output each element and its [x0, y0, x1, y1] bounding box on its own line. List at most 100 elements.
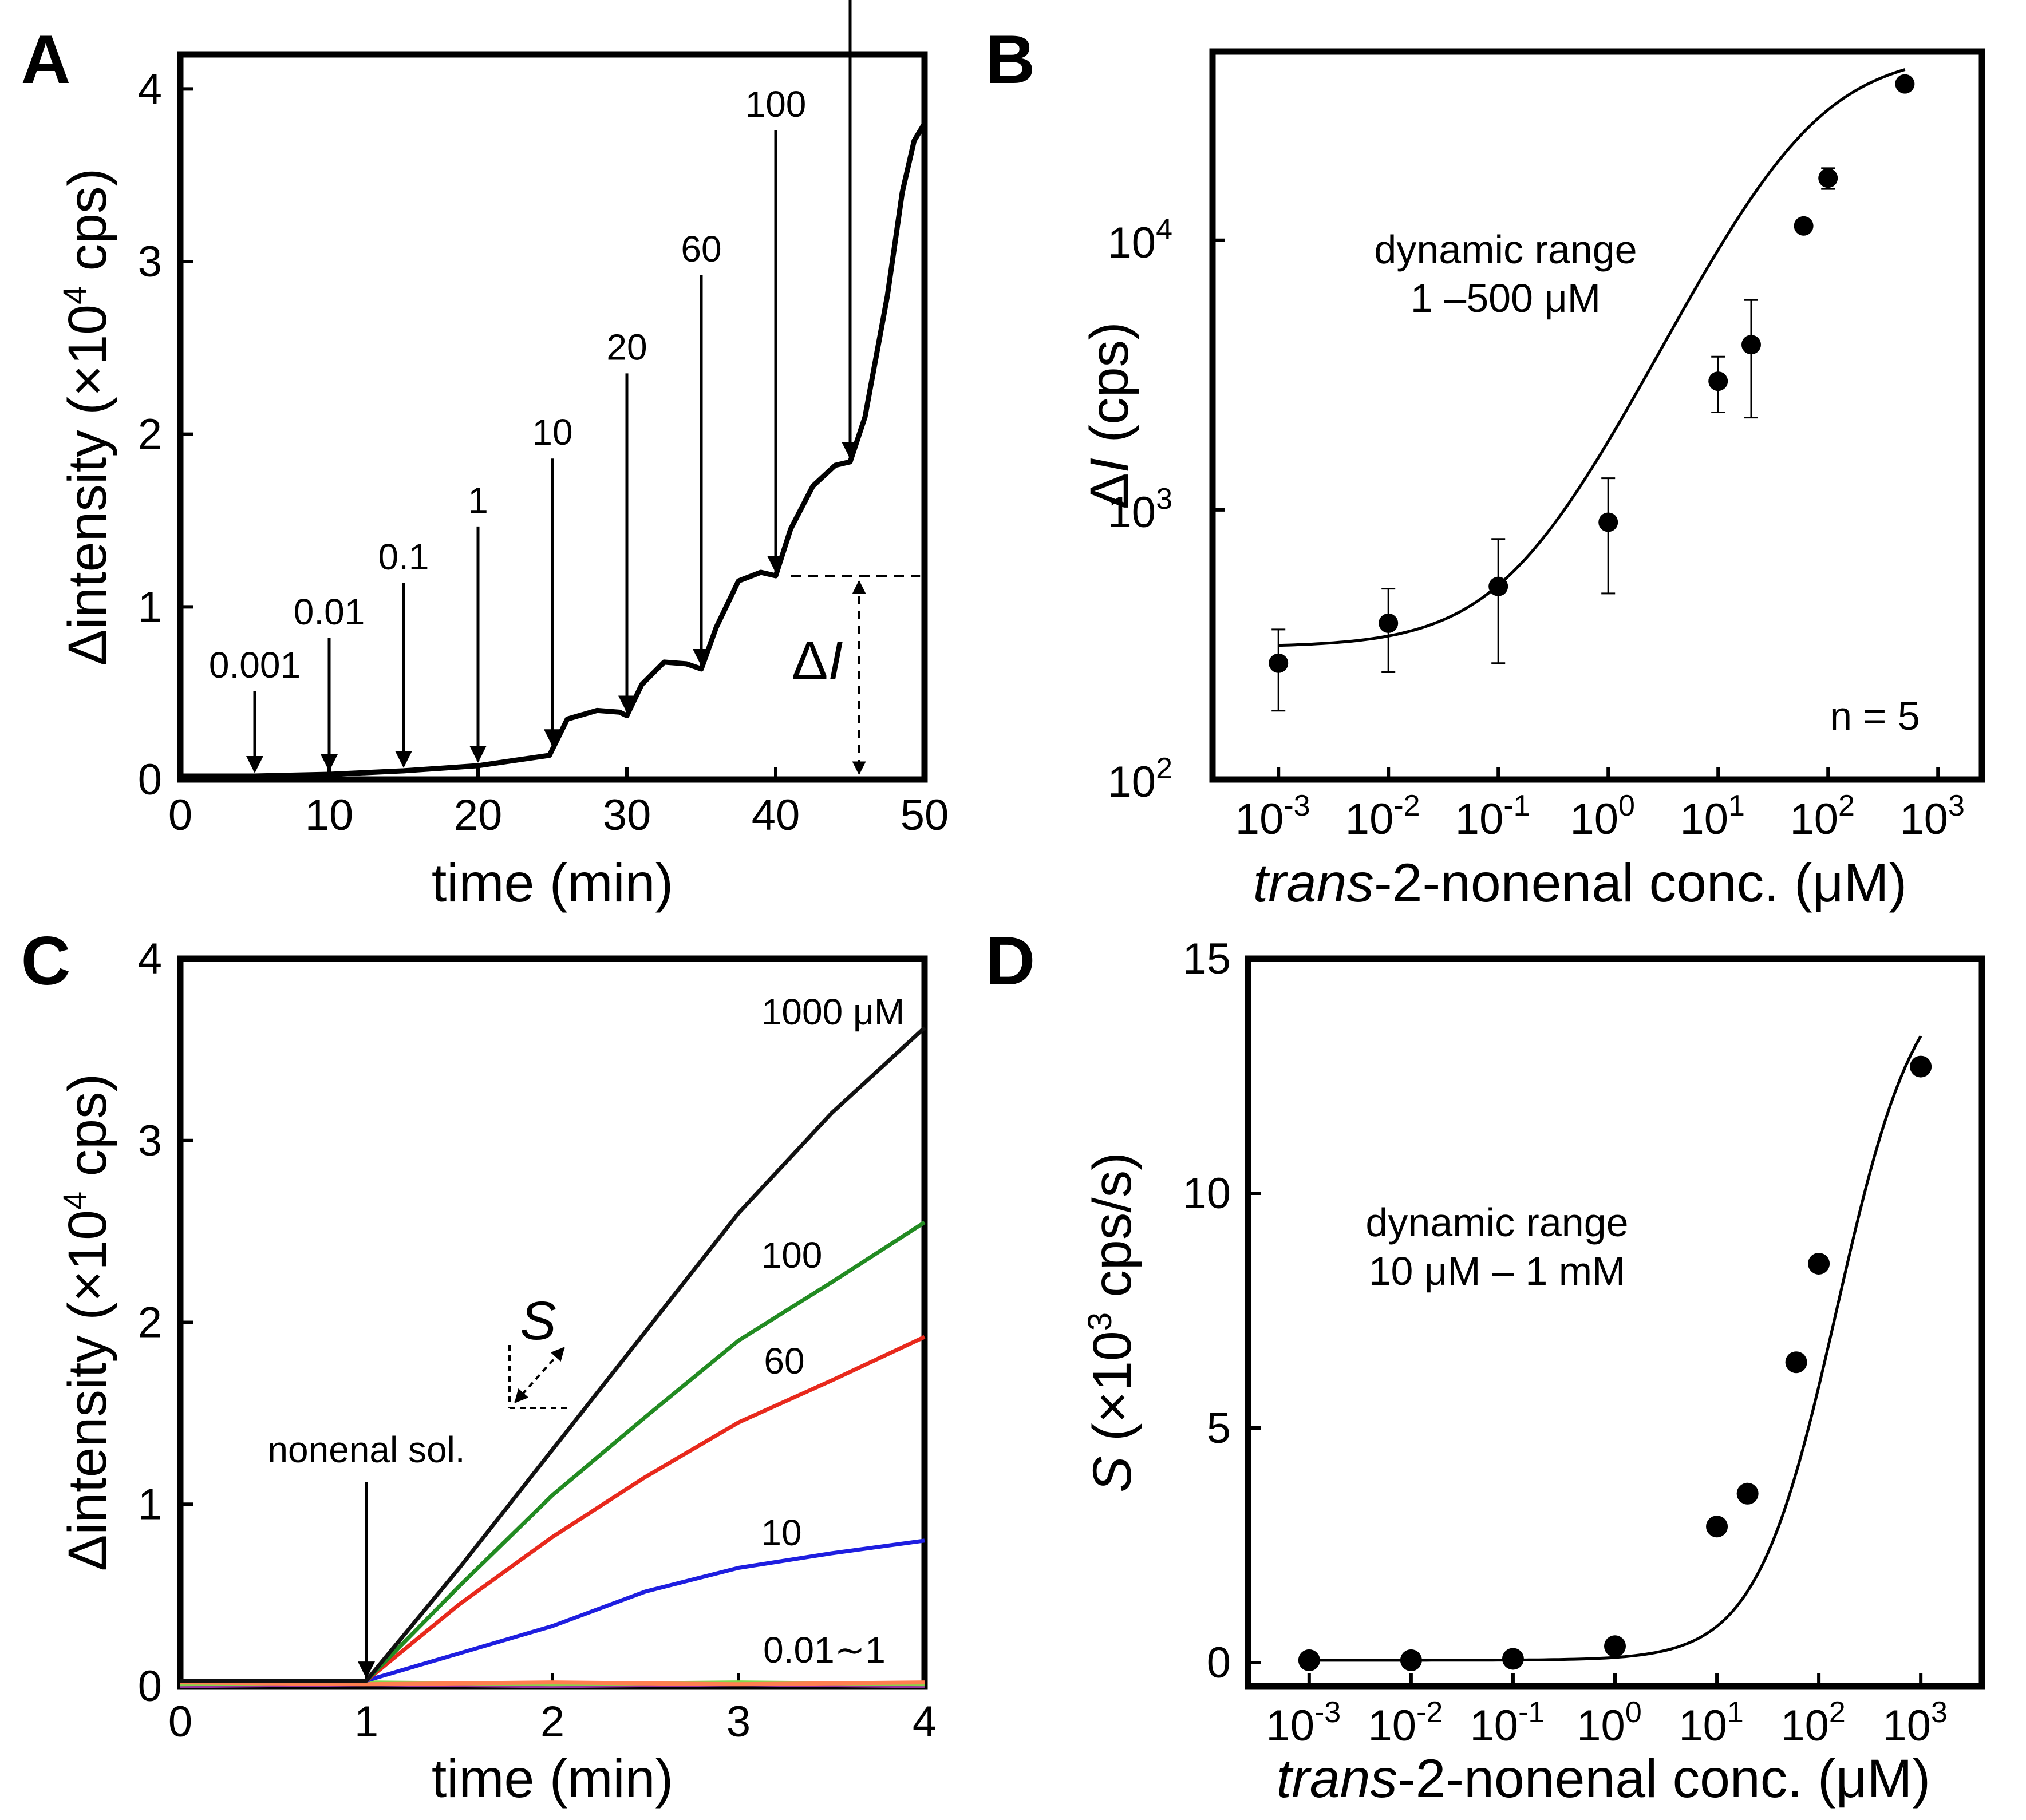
- data-point: [1488, 576, 1508, 596]
- x-tick-label: 10-3: [1235, 789, 1310, 844]
- data-point: [1604, 1635, 1626, 1657]
- delta-var: I: [828, 631, 843, 691]
- y-tick-label: 1: [138, 583, 162, 631]
- x-tick-exp: 1: [1727, 1696, 1744, 1729]
- data-point: [1379, 613, 1399, 633]
- x-tick-label: 0: [168, 791, 192, 840]
- y-label-text: (×10: [1082, 1331, 1143, 1456]
- x-tick-label: 102: [1790, 789, 1854, 844]
- data-point: [1818, 168, 1838, 188]
- arrow-label: 0.1: [378, 536, 429, 577]
- series-label: 1000 μM: [761, 991, 905, 1032]
- x-tick-label: 0: [168, 1698, 192, 1746]
- arrow-label: 0.001: [209, 644, 301, 686]
- y-tick-label: 4: [138, 935, 162, 983]
- arrow-label: 10: [532, 412, 572, 453]
- series-label: 100: [761, 1235, 823, 1276]
- x-axis-label: trans-2-nonenal conc. (μM): [1253, 853, 1907, 913]
- data-point: [1736, 1482, 1759, 1505]
- x-tick-label: 10-2: [1345, 789, 1420, 844]
- series-line: [180, 1680, 925, 1687]
- y-tick-exp: 2: [1156, 752, 1172, 785]
- x-tick-exp: -1: [1503, 789, 1530, 822]
- x-tick-label: 1: [354, 1698, 378, 1746]
- panel-label-a: A: [21, 21, 71, 98]
- y-tick-label: 1: [138, 1480, 162, 1529]
- x-tick-label: 101: [1680, 789, 1744, 844]
- y-tick-label: 104: [1108, 213, 1172, 267]
- x-tick-exp: -3: [1283, 789, 1310, 822]
- y-tick-label: 3: [138, 1117, 162, 1165]
- x-tick-label: 50: [901, 791, 949, 840]
- y-axis-label: ΔI (cps): [1079, 322, 1140, 509]
- fit-curve: [1278, 68, 1906, 647]
- x-tick-label: 103: [1899, 789, 1964, 844]
- x-tick-label: 20: [454, 791, 503, 840]
- x-tick-exp: -2: [1416, 1696, 1443, 1729]
- panel-label-d: D: [986, 923, 1036, 999]
- dynamic-range-title: dynamic range: [1365, 1200, 1628, 1245]
- injection-label: nonenal sol.: [267, 1429, 465, 1470]
- dynamic-range-title: dynamic range: [1374, 227, 1637, 272]
- plot-frame-a: [177, 51, 928, 783]
- data-point: [1741, 335, 1761, 355]
- y-axis-label: Δintensity (×104 cps): [57, 168, 118, 666]
- y-tick-label: 4: [138, 65, 162, 113]
- arrow-label: 60: [681, 228, 721, 270]
- data-point: [1298, 1649, 1320, 1671]
- y-tick-label: 5: [1207, 1404, 1231, 1453]
- series-line: [180, 122, 927, 779]
- x-tick-label: 10-1: [1470, 1696, 1545, 1750]
- y-label-exp: 4: [57, 1192, 94, 1210]
- y-label-text: cps): [57, 1074, 118, 1192]
- y-tick-label: 2: [138, 1299, 162, 1347]
- x-tick-label: 30: [603, 791, 651, 840]
- x-tick-label: 100: [1577, 1696, 1641, 1750]
- x-tick-exp: 2: [1838, 789, 1855, 822]
- y-tick-label: 2: [138, 410, 162, 459]
- x-tick-exp: 1: [1728, 789, 1745, 822]
- panel-d: D10-3 10-2 10-1 100 101 102 103051015trans-2-n…: [986, 923, 1985, 1809]
- y-label-exp: 4: [57, 286, 94, 304]
- y-tick-label: 0: [1207, 1639, 1231, 1687]
- plot-frame-d: [1245, 955, 1985, 1690]
- y-tick-label: 15: [1182, 935, 1231, 983]
- data-point: [1910, 1055, 1932, 1078]
- panel-label-b: B: [986, 21, 1036, 98]
- dynamic-range-value: 1 –500 μM: [1411, 276, 1601, 321]
- x-tick-label: 10-1: [1455, 789, 1530, 844]
- panel-a: A 0 10 20 30 40 50 0 1 2 3 4 time (min) Δintensity (×…: [21, 0, 949, 913]
- y-axis-label: Δintensity (×104 cps): [57, 1074, 118, 1571]
- x-tick-label: 3: [726, 1698, 751, 1746]
- x-tick-exp: 0: [1618, 789, 1635, 822]
- x-tick-label: 10-2: [1368, 1696, 1443, 1750]
- data-point: [1400, 1649, 1422, 1671]
- series-line: [180, 1335, 926, 1683]
- arrow-label: 100: [745, 84, 807, 125]
- x-label-text: -2-nonenal conc. (μM): [1397, 1748, 1930, 1809]
- series-label: 60: [764, 1340, 804, 1382]
- y-tick-label: 102: [1108, 752, 1172, 806]
- slope-label: S: [520, 1291, 556, 1351]
- x-tick-exp: -1: [1518, 1696, 1545, 1729]
- x-tick-label: 2: [540, 1698, 564, 1746]
- delta-symbol: Δ: [792, 631, 828, 691]
- y-tick-label: 0: [138, 755, 162, 804]
- x-tick-exp: 3: [1948, 789, 1965, 822]
- x-tick-exp: 3: [1931, 1696, 1948, 1729]
- y-tick-exp: 4: [1156, 213, 1172, 246]
- y-label-text: cps/s): [1082, 1152, 1143, 1312]
- data-point: [1808, 1253, 1830, 1275]
- x-label-italic: trans: [1277, 1748, 1397, 1809]
- panel-b: B10-3 10-2 10-1 100 101 102 103102103104trans-…: [986, 21, 1985, 913]
- arrow-label: 1: [468, 480, 488, 521]
- arrow-label: 0.01: [294, 591, 365, 632]
- y-label-text: (cps): [1079, 322, 1140, 458]
- data-point: [1895, 74, 1915, 94]
- x-tick-exp: -3: [1314, 1696, 1341, 1729]
- x-tick-exp: -2: [1393, 789, 1420, 822]
- y-label-text: Δintensity (×10: [57, 304, 118, 666]
- y-label-italic: I: [1079, 458, 1140, 473]
